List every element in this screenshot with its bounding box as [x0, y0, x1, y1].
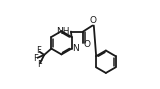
- Text: N: N: [73, 44, 79, 53]
- Text: F: F: [36, 46, 41, 55]
- Text: F: F: [33, 54, 38, 63]
- Text: NH: NH: [56, 27, 70, 36]
- Text: F: F: [37, 60, 42, 69]
- Text: O: O: [84, 40, 91, 49]
- Text: O: O: [89, 16, 96, 25]
